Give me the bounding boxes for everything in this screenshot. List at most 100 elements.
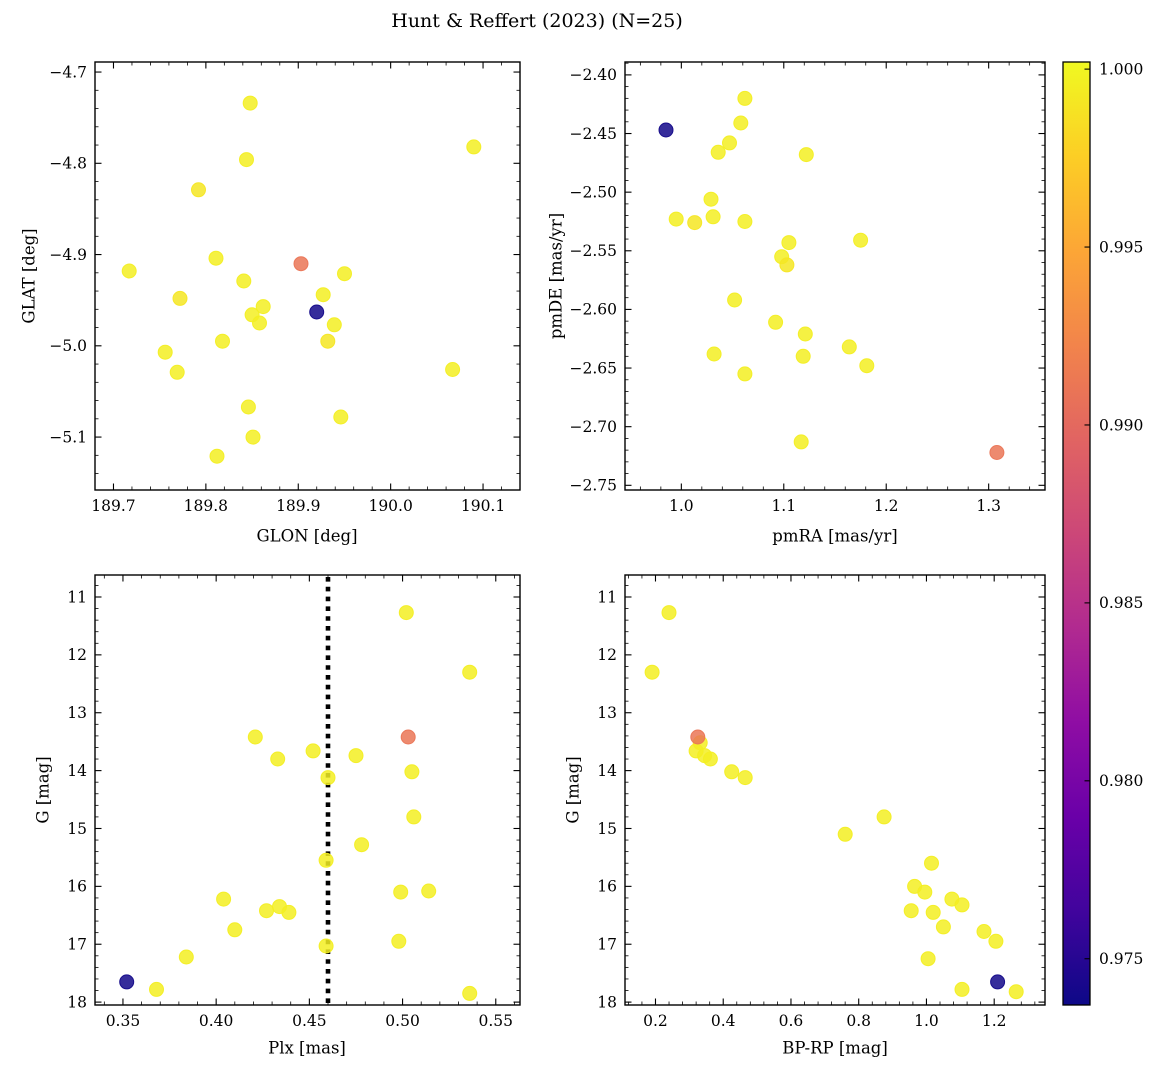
- scatter-point: [172, 290, 188, 306]
- y-tick-label: −2.60: [570, 301, 618, 319]
- scatter-point: [462, 664, 478, 680]
- y-tick-label: −4.9: [49, 246, 87, 264]
- y-tick-label: 18: [597, 993, 617, 1011]
- scatter-point: [798, 147, 814, 163]
- scatter-point: [333, 409, 349, 425]
- scatter-point: [320, 770, 336, 786]
- colorbar-tick-label: 0.990: [1099, 416, 1143, 434]
- scatter-point: [903, 903, 919, 919]
- scatter-point: [920, 951, 936, 967]
- colorbar-tick-label: 0.975: [1099, 950, 1143, 968]
- scatter-point: [668, 211, 684, 227]
- scatter-point: [876, 809, 892, 825]
- y-tick-label: −2.45: [570, 125, 618, 143]
- y-tick-label: 15: [67, 820, 87, 838]
- scatter-point: [149, 981, 164, 997]
- colorbar-gradient: [1063, 62, 1090, 1005]
- scatter-point: [318, 938, 334, 954]
- scatter-point: [989, 445, 1005, 460]
- scatter-point: [215, 333, 230, 349]
- x-tick-label: 0.35: [106, 1012, 141, 1030]
- y-tick-label: 16: [597, 878, 617, 896]
- scatter-point: [925, 904, 941, 920]
- scatter-point: [733, 115, 749, 131]
- scatter-point: [935, 919, 951, 935]
- y-tick-label: −2.65: [570, 359, 618, 377]
- scatter-point: [326, 317, 342, 333]
- scatter-point: [157, 344, 173, 360]
- scatter-point: [727, 292, 743, 308]
- scatter-point: [705, 209, 721, 225]
- y-tick-label: 11: [597, 588, 617, 606]
- y-tick-label: 14: [597, 762, 617, 780]
- ylabel-g-left: G [mag]: [33, 756, 53, 824]
- scatter-point: [315, 287, 331, 303]
- scatter-point: [781, 235, 797, 251]
- scatter-point: [348, 748, 364, 764]
- scatter-point: [391, 933, 407, 949]
- scatter-point: [121, 263, 137, 279]
- axes-frame: [624, 61, 1046, 491]
- y-tick-label: 13: [597, 704, 617, 722]
- scatter-point: [737, 366, 753, 382]
- panel-g-vs-plx: 0.35 0.40 0.45 0.50 0.55 11 12 13 14 15 16 17 18: [67, 574, 521, 1030]
- scatter-point: [255, 299, 271, 315]
- scatter-point: [398, 605, 414, 621]
- x-tick-label: 190.1: [461, 497, 505, 515]
- colorbar-tick-label: 0.980: [1099, 772, 1143, 790]
- scatter-point: [247, 729, 263, 745]
- y-tick-label: −4.8: [49, 155, 87, 173]
- scatter-point: [270, 751, 286, 767]
- y-tick-label: −2.70: [570, 418, 618, 436]
- x-tick-label: 1.2: [874, 497, 899, 515]
- x-tick-label: 0.6: [779, 1012, 804, 1030]
- scatter-point: [252, 315, 267, 331]
- scatter-point: [406, 809, 422, 825]
- xlabel-plx: Plx [mas]: [268, 1038, 346, 1058]
- scatter-point: [259, 903, 274, 919]
- y-tick-label: −2.50: [570, 183, 618, 201]
- scatter-point: [976, 924, 992, 939]
- scatter-point: [242, 95, 258, 111]
- x-tick-label: 0.55: [479, 1012, 514, 1030]
- scatter-point: [859, 358, 875, 374]
- scatter-point: [737, 90, 753, 106]
- scatter-point: [658, 122, 674, 138]
- ylabel-pmde: pmDE [mas/yr]: [546, 212, 566, 340]
- scatter-point: [236, 273, 252, 289]
- x-tick-label: 0.2: [643, 1012, 668, 1030]
- y-tick-label: 17: [597, 936, 617, 954]
- scatter-point: [768, 314, 784, 330]
- scatter-point: [954, 981, 970, 997]
- scatter-point: [337, 266, 352, 282]
- colorbar-tick-label: 1.000: [1099, 60, 1143, 78]
- scatter-point: [687, 215, 703, 231]
- x-tick-label: 1.0: [669, 497, 694, 515]
- scatter-point: [644, 664, 660, 680]
- scatter-point: [779, 257, 795, 273]
- scatter-point: [305, 743, 321, 759]
- scatter-point: [293, 256, 309, 272]
- scatter-point: [462, 985, 478, 1001]
- scatter-point: [737, 770, 753, 786]
- y-tick-label: 12: [597, 646, 617, 664]
- scatter-point: [281, 904, 297, 920]
- axes-frame: [94, 61, 521, 491]
- y-tick-label: 15: [597, 820, 617, 838]
- scatter-point: [661, 605, 677, 621]
- scatter-point: [393, 884, 409, 900]
- colorbar-tick-label: 0.985: [1099, 594, 1143, 612]
- x-tick-label: 1.2: [982, 1012, 1007, 1030]
- scatter-point: [216, 891, 232, 907]
- y-tick-label: −5.1: [49, 428, 87, 446]
- xlabel-pmra: pmRA [mas/yr]: [772, 526, 898, 546]
- y-tick-label: 17: [67, 936, 87, 954]
- panel-pmde-vs-pmra: 1.0 1.1 1.2 1.3 −2.40 −2.45 −2.50 −2.55 −2.60 −2.…: [570, 61, 1046, 515]
- scatter-point: [917, 884, 933, 900]
- y-tick-label: 14: [67, 762, 87, 780]
- axes-frame: [624, 574, 1046, 1006]
- scatter-point: [239, 152, 254, 168]
- y-tick-label: 13: [67, 704, 87, 722]
- scatter-point: [853, 232, 869, 248]
- scatter-point: [988, 933, 1004, 949]
